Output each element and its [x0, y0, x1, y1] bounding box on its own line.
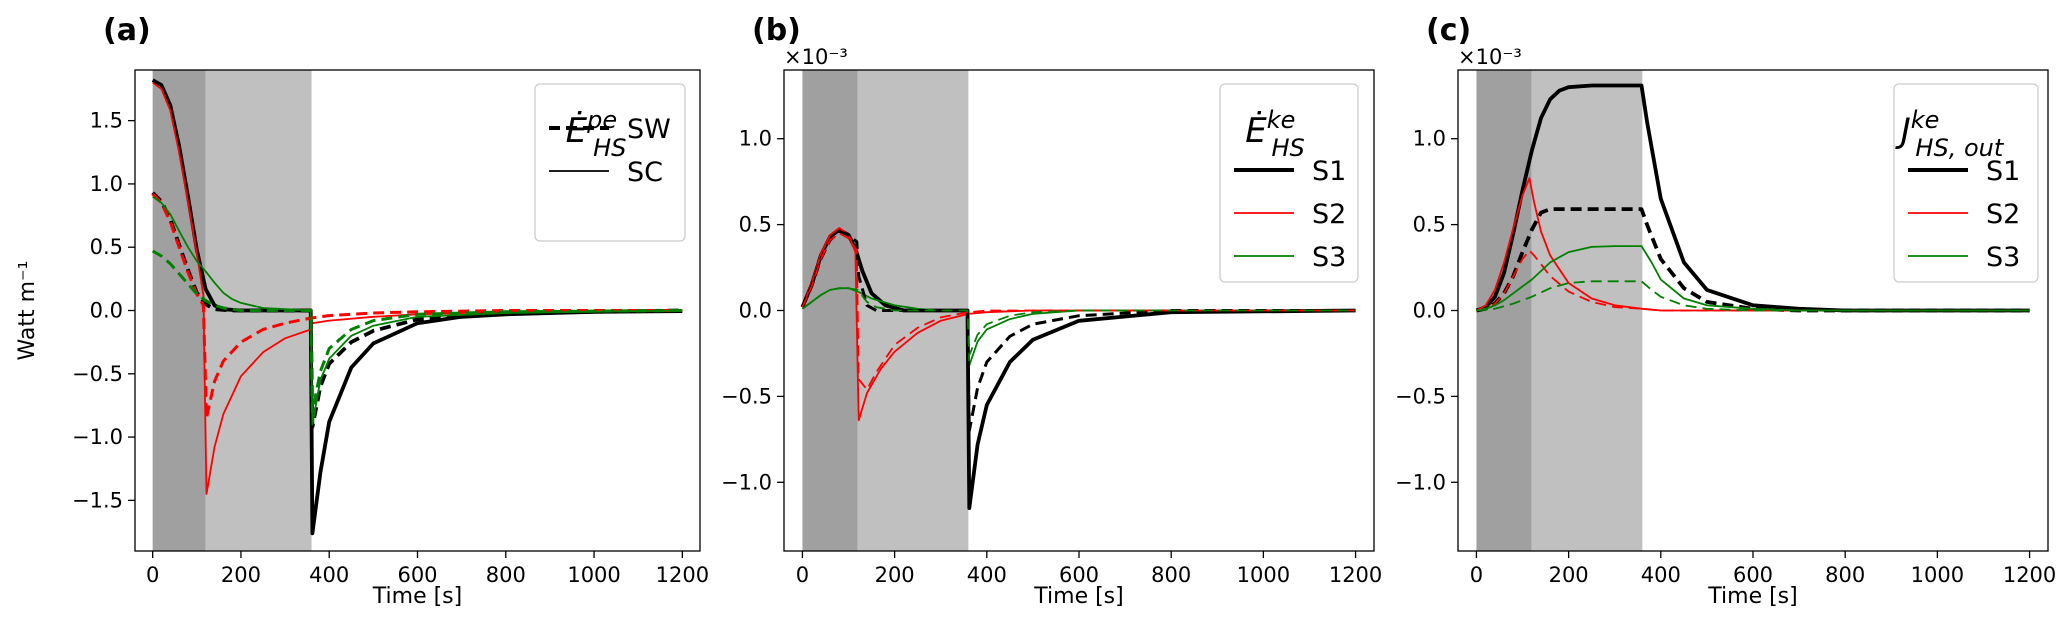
x-tick-label: 400 — [967, 563, 1007, 587]
series-line — [1476, 207, 2030, 313]
legend: Ėke HS S1 S2 S3 — [1219, 83, 1359, 283]
x-tick-label: 600 — [397, 563, 437, 587]
x-tick-label: 200 — [1549, 563, 1589, 587]
x-tick-label: 1200 — [1329, 563, 1382, 587]
series-line — [801, 232, 1356, 391]
x-tick-label: 1000 — [567, 563, 620, 587]
legend-entry-label: S2 — [1312, 199, 1346, 230]
x-axis-label: Time [s] — [372, 584, 462, 609]
x-axis-label: Time [s] — [1033, 584, 1123, 609]
legend-title: Ėke HS — [1245, 106, 1304, 162]
legend-box — [1893, 83, 2039, 283]
chart-panel-2: 0 200 400 600 800 1000 1200 −1.0 −0.5 0.0 0.5 1.0 Ti… — [721, 13, 1382, 609]
series-line — [1475, 177, 2030, 312]
series-line — [801, 287, 1356, 367]
y-tick-label: 1.0 — [1413, 127, 1446, 151]
legend-entry-label: SW — [627, 114, 671, 145]
series-group — [800, 227, 1356, 510]
x-axis-label: Time [s] — [1707, 584, 1797, 609]
x-tick-label: 600 — [1733, 563, 1773, 587]
x-tick-label: 0 — [1470, 563, 1483, 587]
y-scale-label: ×10⁻³ — [1458, 45, 1522, 69]
series-line — [1476, 280, 2030, 312]
x-tick-label: 1200 — [2003, 563, 2056, 587]
x-tick-label: 1000 — [1911, 563, 1964, 587]
y-tick-label: 1.5 — [90, 109, 123, 133]
series-line — [1475, 83, 2030, 313]
y-tick-label: 0.5 — [1413, 213, 1446, 237]
chart-panel-3: 0 200 400 600 800 1000 1200 −1.0 −0.5 0.0 0.5 1.0 Ti… — [1395, 13, 2056, 609]
series-line — [801, 227, 1356, 422]
series-group — [1475, 83, 2030, 313]
panel-label: (c) — [1426, 13, 1471, 48]
legend-title-subscript: HS — [1271, 134, 1304, 162]
series-line — [800, 227, 1356, 510]
y-tick-label: −1.5 — [72, 488, 123, 512]
y-tick-label: 0.0 — [90, 299, 123, 323]
y-scale-label: ×10⁻³ — [784, 45, 848, 69]
y-tick-label: −1.0 — [72, 425, 123, 449]
panel-label: (a) — [103, 13, 151, 48]
legend-title-superscript: ke — [1911, 106, 1940, 134]
shaded-region-dark — [802, 70, 858, 551]
shaded-region-light — [1531, 70, 1643, 551]
legend-box — [534, 83, 686, 242]
x-tick-label: 1000 — [1237, 563, 1290, 587]
legend-entry-label: S3 — [1986, 242, 2020, 273]
x-tick-label: 200 — [875, 563, 915, 587]
x-tick-label: 800 — [1151, 563, 1191, 587]
x-tick-label: 400 — [1641, 563, 1681, 587]
legend-title-superscript: ke — [1267, 106, 1296, 134]
y-tick-label: −1.0 — [1395, 470, 1446, 494]
y-tick-label: 1.0 — [739, 127, 772, 151]
y-tick-label: 0.5 — [739, 213, 772, 237]
series-line — [1476, 249, 2030, 312]
legend-entry-label: S3 — [1312, 242, 1346, 273]
x-tick-label: 400 — [309, 563, 349, 587]
y-tick-label: −0.5 — [1395, 384, 1446, 408]
series-line — [152, 195, 683, 426]
x-tick-label: 0 — [796, 563, 809, 587]
legend-title: Ėpe HS — [566, 106, 627, 162]
series-line — [151, 249, 683, 414]
legend-box — [1219, 83, 1359, 283]
legend-title-base: Ė — [566, 111, 588, 151]
legend-title-subscript: HS, out — [1915, 134, 2004, 162]
chart-panel-1: 0 200 400 600 800 1000 1200 −1.5 −1.0 −0.5 0.0 0.5 1… — [15, 13, 709, 609]
x-tick-label: 200 — [221, 563, 261, 587]
legend-entry-label: SC — [627, 157, 663, 188]
series-line — [1476, 245, 2030, 312]
legend-entry-label: S1 — [1986, 156, 2020, 187]
y-tick-label: 0.0 — [1413, 299, 1446, 323]
legend-entry-label: S2 — [1986, 199, 2020, 230]
x-tick-label: 600 — [1059, 563, 1099, 587]
y-tick-label: −0.5 — [72, 362, 123, 386]
y-tick-label: −1.0 — [721, 470, 772, 494]
series-line — [151, 192, 683, 420]
x-tick-label: 800 — [486, 563, 526, 587]
x-tick-label: 1200 — [656, 563, 709, 587]
legend-title: Jke HS, out — [1895, 106, 2005, 162]
x-tick-label: 0 — [146, 563, 159, 587]
y-tick-label: 0.5 — [90, 235, 123, 259]
series-group — [151, 78, 683, 536]
legend-title-base: Ė — [1245, 111, 1267, 151]
y-tick-label: −0.5 — [721, 384, 772, 408]
x-tick-label: 800 — [1825, 563, 1865, 587]
series-line — [152, 81, 683, 495]
legend-title-subscript: HS — [593, 134, 626, 162]
y-axis-label: Watt m⁻¹ — [15, 261, 40, 361]
y-tick-label: 0.0 — [739, 299, 772, 323]
legend-entry-label: S1 — [1312, 156, 1346, 187]
panel-label: (b) — [752, 13, 801, 48]
y-tick-label: 1.0 — [90, 172, 123, 196]
